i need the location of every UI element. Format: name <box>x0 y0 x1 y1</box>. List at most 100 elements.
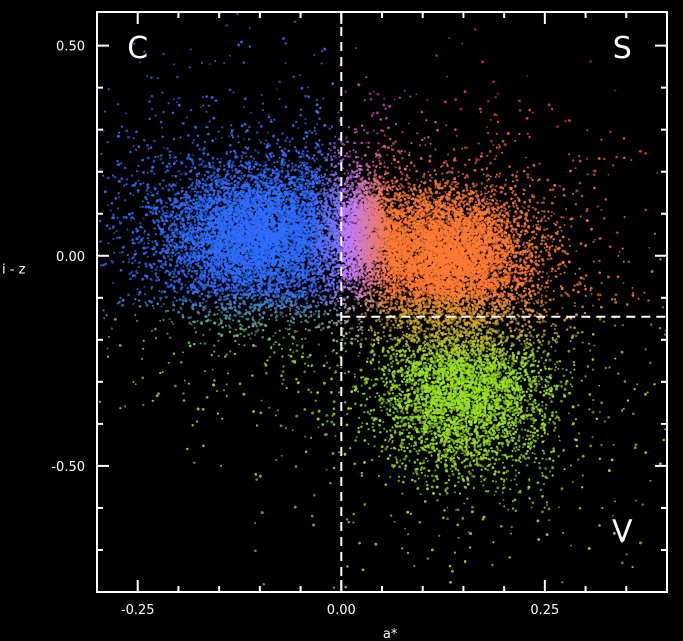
data-point <box>276 265 278 267</box>
data-point <box>147 233 150 237</box>
data-point <box>448 37 451 40</box>
data-point <box>331 239 334 242</box>
data-point <box>205 300 208 303</box>
data-point <box>161 187 165 190</box>
data-point <box>203 195 207 199</box>
data-point <box>287 264 290 268</box>
data-point <box>267 131 270 134</box>
data-point <box>228 306 231 310</box>
data-point <box>261 102 265 105</box>
data-point <box>163 205 167 208</box>
data-point <box>168 258 171 261</box>
data-point <box>308 236 311 239</box>
data-point <box>132 274 135 278</box>
data-point <box>335 297 339 301</box>
data-point <box>372 164 375 167</box>
data-point <box>240 172 243 175</box>
data-point <box>180 160 182 163</box>
data-point <box>176 75 179 79</box>
data-point <box>248 26 251 30</box>
data-point <box>155 274 158 277</box>
data-point <box>218 161 222 164</box>
data-point <box>223 389 225 392</box>
data-point <box>177 103 181 107</box>
data-point <box>288 159 291 162</box>
data-point <box>147 157 150 160</box>
data-point <box>192 154 195 157</box>
data-point <box>117 192 120 195</box>
data-point <box>155 279 158 282</box>
data-point <box>244 146 247 149</box>
data-point <box>154 240 157 243</box>
data-point <box>176 181 178 184</box>
data-point <box>199 208 202 211</box>
data-point <box>152 204 155 207</box>
data-point <box>259 141 263 144</box>
data-point <box>177 310 181 314</box>
data-point <box>155 219 158 222</box>
data-point <box>288 144 291 147</box>
data-point <box>201 96 205 99</box>
data-point <box>194 301 197 304</box>
data-point <box>343 305 347 309</box>
data-point <box>576 331 580 335</box>
data-point <box>122 260 125 263</box>
data-point <box>264 161 267 164</box>
data-point <box>235 171 237 174</box>
data-point <box>170 279 173 281</box>
data-point <box>278 80 281 84</box>
data-point <box>117 179 121 183</box>
data-point <box>192 233 195 236</box>
data-point <box>192 280 195 283</box>
data-point <box>167 102 170 105</box>
data-point <box>116 236 119 239</box>
data-point <box>161 249 164 253</box>
data-point <box>275 181 278 184</box>
data-point <box>256 284 259 287</box>
data-point <box>208 189 212 192</box>
data-point <box>216 313 219 316</box>
data-point <box>258 297 261 300</box>
data-point <box>151 241 154 244</box>
data-point <box>191 229 194 232</box>
data-point <box>142 252 146 255</box>
data-point <box>221 274 225 278</box>
data-point <box>204 183 207 185</box>
data-point <box>110 327 114 330</box>
data-point <box>285 387 288 390</box>
data-point <box>210 290 213 293</box>
data-point <box>132 302 135 305</box>
data-point <box>304 145 307 149</box>
data-point <box>323 47 327 51</box>
data-point <box>293 181 296 184</box>
data-point <box>111 174 115 177</box>
data-point <box>141 200 144 203</box>
data-point <box>213 350 216 353</box>
data-point <box>141 376 144 380</box>
data-point <box>125 112 127 115</box>
data-point <box>287 187 291 190</box>
data-point <box>180 189 184 193</box>
data-point <box>215 214 218 217</box>
data-point <box>195 269 199 273</box>
data-point <box>325 168 328 171</box>
data-point <box>320 202 322 205</box>
data-point <box>170 210 172 213</box>
data-point <box>288 333 291 336</box>
data-point <box>244 151 247 155</box>
data-point <box>155 212 158 216</box>
data-point <box>154 337 158 340</box>
data-point <box>201 258 204 262</box>
data-point <box>192 291 196 294</box>
data-point <box>254 344 257 347</box>
data-point <box>412 164 416 168</box>
data-point <box>325 188 329 192</box>
data-point <box>365 76 368 79</box>
data-point <box>284 292 287 295</box>
data-point <box>296 390 300 394</box>
data-point <box>186 291 190 294</box>
data-point <box>337 391 341 394</box>
data-point <box>255 478 258 481</box>
data-point <box>136 319 139 322</box>
data-point <box>196 319 199 323</box>
